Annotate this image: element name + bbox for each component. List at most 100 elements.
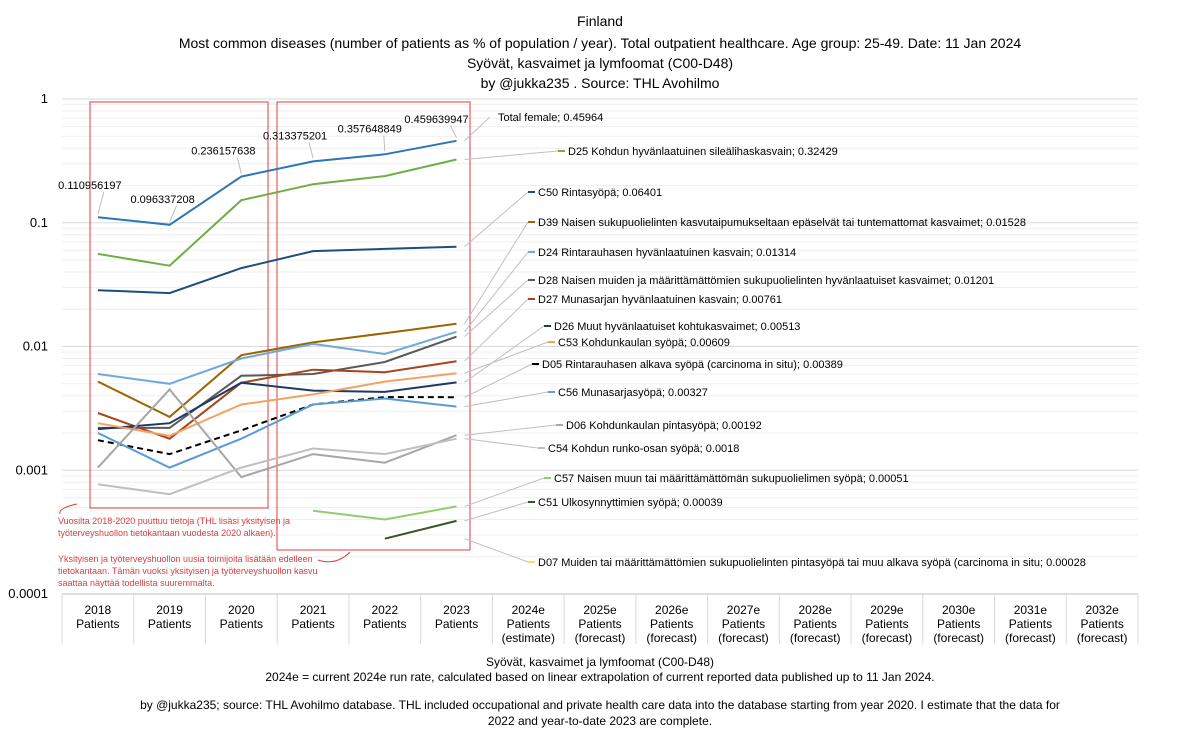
data-label-leader	[97, 192, 105, 215]
x-tick-label: Patients	[220, 617, 263, 631]
data-label-total-female: 0.313375201	[263, 130, 327, 142]
y-tick-label: 0.0001	[8, 586, 48, 601]
series-label-leader	[464, 191, 529, 248]
series-line-d25	[97, 158, 457, 267]
series-end-label: D05 Rintarauhasen alkava syöpä (carcinom…	[542, 359, 843, 371]
data-label-total-female: 0.459639947	[404, 114, 468, 126]
y-tick-label: 1	[41, 91, 48, 106]
x-tick-label: 2030e	[942, 603, 976, 617]
series-label-leader	[464, 325, 545, 383]
x-tick-label: 2023	[443, 603, 470, 617]
series-end-label: Total female; 0.45964	[498, 112, 603, 124]
series-line-d39	[97, 322, 457, 419]
data-label-leader	[169, 205, 178, 222]
series-label-leader	[464, 150, 559, 161]
series-end-label: D07 Muiden tai määrittämättömien sukupuo…	[538, 557, 1086, 569]
x-tick-label: 2027e	[727, 603, 761, 617]
x-tick-label: (forecast)	[646, 631, 697, 645]
annotation-private-1: Yksityisen ja työterveyshuollon uusia to…	[58, 554, 313, 564]
data-label-total-female: 0.357648849	[338, 123, 402, 135]
series-label-leader	[464, 251, 529, 333]
x-tick-label: Patients	[865, 617, 908, 631]
series-end-label: D06 Kohdunkaulan pintasyöpä; 0.00192	[566, 420, 762, 432]
x-tick-label: 2018	[85, 603, 112, 617]
footnote-line-2: 2022 and year-to-date 2023 are complete.	[487, 714, 713, 728]
series-line-d06	[97, 387, 457, 479]
series-label-leader	[464, 279, 529, 338]
chart-title-main: Most common diseases (number of patients…	[178, 35, 1022, 51]
x-tick-label: Patients	[291, 617, 334, 631]
series-label-leader	[464, 363, 533, 398]
y-tick-label: 0.1	[30, 215, 48, 230]
series-end-label: C51 Ulkosynnyttimien syöpä; 0.00039	[538, 497, 723, 509]
data-label-total-female: 0.096337208	[130, 194, 194, 206]
series-label-leader	[464, 424, 557, 436]
annotation-arrow-1	[59, 503, 78, 515]
x-tick-label: 2031e	[1014, 603, 1048, 617]
x-tick-label: (forecast)	[933, 631, 984, 645]
x-tick-label: (forecast)	[1077, 631, 1128, 645]
x-tick-label: 2019	[156, 603, 183, 617]
y-tick-label: 0.01	[23, 339, 48, 354]
x-tick-label: (forecast)	[575, 631, 626, 645]
x-tick-label: 2032e	[1085, 603, 1119, 617]
series-label-leader	[464, 538, 529, 563]
x-tick-label: Patients	[435, 617, 478, 631]
series-label-leader	[464, 477, 545, 507]
chart-subtitle-category: Syövät, kasvaimet ja lymfoomat (C00-D48)	[466, 55, 734, 71]
series-end-label: C53 Kohdunkaulan syöpä; 0.00609	[558, 337, 730, 349]
x-tick-label: Patients	[794, 617, 837, 631]
series-line-d28	[97, 335, 457, 429]
x-tick-label: (forecast)	[718, 631, 769, 645]
series-label-leader	[464, 221, 529, 324]
x-tick-label: Patients	[722, 617, 765, 631]
x-tick-label: Patients	[1080, 617, 1123, 631]
series-line-d26	[97, 381, 457, 431]
x-axis-note: 2024e = current 2024e run rate, calculat…	[265, 670, 935, 684]
series-line-d24	[97, 330, 457, 385]
x-tick-label: Patients	[148, 617, 191, 631]
x-tick-label: 2029e	[870, 603, 904, 617]
series-end-label: C50 Rintasyöpä; 0.06401	[538, 187, 662, 199]
x-tick-label: Patients	[937, 617, 980, 631]
data-label-total-female: 0.236157638	[191, 146, 255, 158]
annotation-private-2: tietokantaan. Tämän vuoksi yksityisen ja…	[58, 566, 318, 576]
series-label-leader	[464, 501, 529, 522]
annotation-private-3: saattaa näyttää todellista suuremmalta.	[58, 578, 215, 588]
data-label-leader	[308, 142, 314, 159]
x-tick-label: 2022	[371, 603, 398, 617]
highlight-box-2018-2020	[89, 101, 269, 509]
chart-subtitle-author: by @jukka235 . Source: THL Avohilmo	[480, 75, 720, 91]
series-end-label: D28 Naisen muiden ja määrittämättömien s…	[538, 275, 994, 287]
series-end-label: C57 Naisen muun tai määrittämättömän suk…	[554, 473, 909, 485]
series-line-c51	[384, 519, 457, 540]
x-tick-label: Patients	[1009, 617, 1052, 631]
series-end-label: D26 Muut hyvänlaatuiset kohtukasvaimet; …	[554, 321, 800, 333]
series-label-leader	[464, 298, 529, 362]
data-label-leader	[236, 157, 242, 174]
series-label-leader	[464, 391, 549, 408]
annotation-arrow-2	[317, 551, 351, 563]
series-end-label: D39 Naisen sukupuolielinten kasvutaipumu…	[538, 217, 1026, 229]
series-label-leader	[464, 116, 491, 142]
x-tick-label: 2026e	[655, 603, 689, 617]
series-line-c50	[97, 245, 457, 295]
series-end-label: D27 Munasarjan hyvänlaatuinen kasvain; 0…	[538, 294, 782, 306]
series-line-c53	[97, 372, 457, 437]
highlight-box-2021-2023	[276, 101, 471, 551]
x-tick-label: Patients	[507, 617, 550, 631]
x-tick-label: 2025e	[583, 603, 617, 617]
data-label-leader	[450, 125, 457, 138]
series-label-leader	[464, 341, 549, 374]
series-end-label: C56 Munasarjasyöpä; 0.00327	[558, 387, 708, 399]
annotation-missing-data-2: työterveyshuollon tietokantaan vuodesta …	[58, 528, 276, 538]
series-label-leader	[464, 438, 539, 449]
x-tick-label: 2021	[300, 603, 327, 617]
footnote-line-1: by @jukka235; source: THL Avohilmo datab…	[140, 698, 1060, 712]
x-tick-label: (forecast)	[862, 631, 913, 645]
x-tick-label: (forecast)	[1005, 631, 1056, 645]
series-line-c56	[97, 397, 457, 469]
x-tick-label: 2020	[228, 603, 255, 617]
x-tick-label: (forecast)	[790, 631, 841, 645]
